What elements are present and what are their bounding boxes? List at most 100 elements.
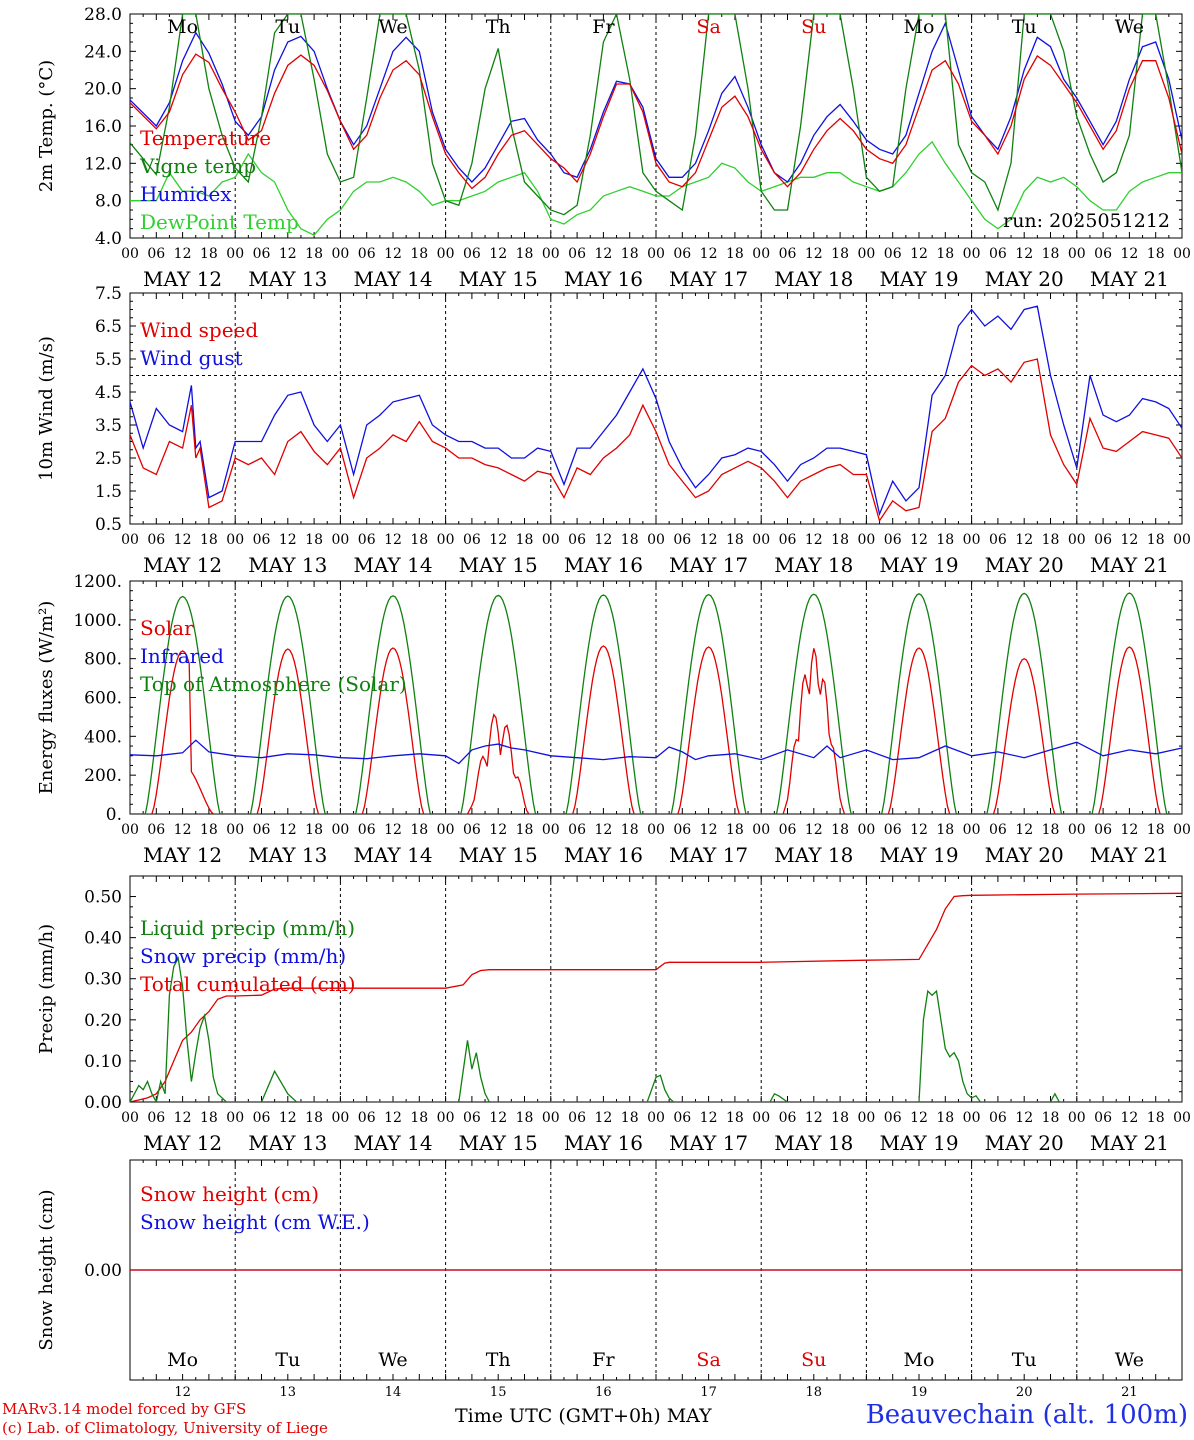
series-line-humidex — [130, 21, 1182, 183]
hour-tick-label: 00 — [647, 246, 665, 262]
date-label: MAY 18 — [774, 267, 853, 291]
hour-tick-label: 18 — [726, 246, 744, 262]
legend-item: Humidex — [140, 182, 232, 206]
date-label: MAY 20 — [985, 553, 1064, 577]
hour-tick-label: 12 — [1120, 822, 1138, 838]
date-label: MAY 16 — [564, 553, 643, 577]
day-name: Tu — [275, 16, 300, 38]
y-tick-label: 200. — [84, 766, 122, 786]
legend-item: Total cumulated (cm) — [140, 972, 356, 996]
hour-tick-label: 18 — [936, 1110, 954, 1126]
y-axis-label: 10m Wind (m/s) — [36, 336, 57, 481]
hour-tick-label: 00 — [752, 822, 770, 838]
hour-tick-label: 06 — [1094, 532, 1112, 548]
series-line-infrared — [130, 739, 1182, 765]
legend-item: Temperature — [140, 126, 271, 150]
hour-tick-label: 12 — [1120, 1110, 1138, 1126]
date-label: MAY 18 — [774, 843, 853, 867]
legend-item: Solar — [140, 616, 194, 640]
hour-tick-label: 00 — [1173, 822, 1191, 838]
hour-tick-label: 12 — [384, 822, 402, 838]
y-tick-label: 4.0 — [95, 229, 122, 249]
hour-tick-label: 00 — [857, 822, 875, 838]
hour-tick-label: 12 — [700, 1110, 718, 1126]
hour-tick-label: 06 — [1094, 822, 1112, 838]
y-axis-label: Precip (mm/h) — [36, 924, 57, 1054]
model-credit-line2: (c) Lab. of Climatology, University of L… — [2, 1419, 328, 1437]
hour-tick-label: 12 — [489, 532, 507, 548]
hour-tick-label: 18 — [1042, 246, 1060, 262]
hour-tick-label: 12 — [700, 532, 718, 548]
hour-tick-label: 06 — [358, 532, 376, 548]
date-label: MAY 16 — [564, 843, 643, 867]
date-label: MAY 15 — [459, 843, 538, 867]
hour-tick-label: 00 — [437, 822, 455, 838]
hour-tick-label: 18 — [200, 1110, 218, 1126]
hour-tick-label: 00 — [857, 246, 875, 262]
day-name: Fr — [592, 16, 615, 38]
day-name: Mo — [904, 16, 935, 38]
y-tick-label: 1200. — [73, 572, 122, 592]
hour-tick-label: 00 — [752, 532, 770, 548]
day-name: Su — [801, 1349, 826, 1371]
day-name: Sa — [696, 1349, 720, 1371]
y-tick-label: 0.00 — [84, 1093, 122, 1113]
date-label: MAY 12 — [143, 267, 222, 291]
hour-tick-label: 00 — [331, 246, 349, 262]
hour-tick-label: 18 — [410, 246, 428, 262]
date-label: MAY 21 — [1090, 267, 1169, 291]
series-line-top-of-atmosphere-solar- — [130, 592, 1182, 814]
hour-tick-label: 00 — [121, 822, 139, 838]
hour-tick-label: 06 — [463, 822, 481, 838]
date-label: MAY 14 — [353, 553, 432, 577]
hour-tick-label: 06 — [989, 246, 1007, 262]
hour-tick-label: 12 — [279, 1110, 297, 1126]
legend-item: Vigne temp — [139, 154, 256, 178]
hour-tick-label: 18 — [305, 822, 323, 838]
legend-item: Wind speed — [140, 318, 258, 342]
hour-tick-label: 00 — [963, 246, 981, 262]
hour-tick-label: 18 — [831, 1110, 849, 1126]
hour-tick-label: 18 — [1147, 1110, 1165, 1126]
day-name: Th — [486, 1349, 511, 1371]
hour-tick-label: 12 — [489, 822, 507, 838]
date-label: MAY 19 — [879, 1131, 958, 1155]
day-name: Tu — [275, 1349, 300, 1371]
hour-tick-label: 06 — [147, 822, 165, 838]
hour-tick-label: 00 — [437, 1110, 455, 1126]
hour-tick-label: 18 — [1042, 822, 1060, 838]
day-number: 14 — [385, 1385, 402, 1400]
hour-tick-label: 18 — [516, 822, 534, 838]
y-tick-label: 3.5 — [95, 416, 122, 436]
station-name: Beauvechain (alt. 100m) — [865, 1400, 1188, 1430]
date-label: MAY 17 — [669, 553, 748, 577]
hour-tick-label: 18 — [305, 246, 323, 262]
day-name: Sa — [696, 16, 720, 38]
hour-tick-label: 12 — [910, 532, 928, 548]
hour-tick-label: 18 — [726, 532, 744, 548]
date-label: MAY 17 — [669, 843, 748, 867]
series-line-temperature — [130, 53, 1182, 190]
hour-tick-label: 00 — [226, 246, 244, 262]
hour-tick-label: 06 — [568, 822, 586, 838]
day-number: 16 — [595, 1385, 612, 1400]
legend-item: Snow height (cm W.E.) — [140, 1210, 370, 1234]
date-label: MAY 14 — [353, 1131, 432, 1155]
date-label: MAY 12 — [143, 843, 222, 867]
hour-tick-label: 06 — [673, 1110, 691, 1126]
hour-tick-label: 18 — [1147, 532, 1165, 548]
series-line-vigne-temp — [130, 14, 1182, 216]
day-number: 17 — [700, 1385, 717, 1400]
hour-tick-label: 12 — [1015, 822, 1033, 838]
date-label: MAY 19 — [879, 843, 958, 867]
hour-tick-label: 06 — [253, 246, 271, 262]
hour-tick-label: 00 — [542, 822, 560, 838]
y-axis-label: 2m Temp. (°C) — [36, 60, 57, 192]
hour-tick-label: 00 — [1068, 532, 1086, 548]
hour-tick-label: 12 — [279, 246, 297, 262]
y-tick-label: 0.10 — [84, 1052, 122, 1072]
hour-tick-label: 12 — [805, 532, 823, 548]
legend-item: DewPoint Temp — [140, 210, 299, 234]
y-tick-label: 800. — [84, 650, 122, 670]
